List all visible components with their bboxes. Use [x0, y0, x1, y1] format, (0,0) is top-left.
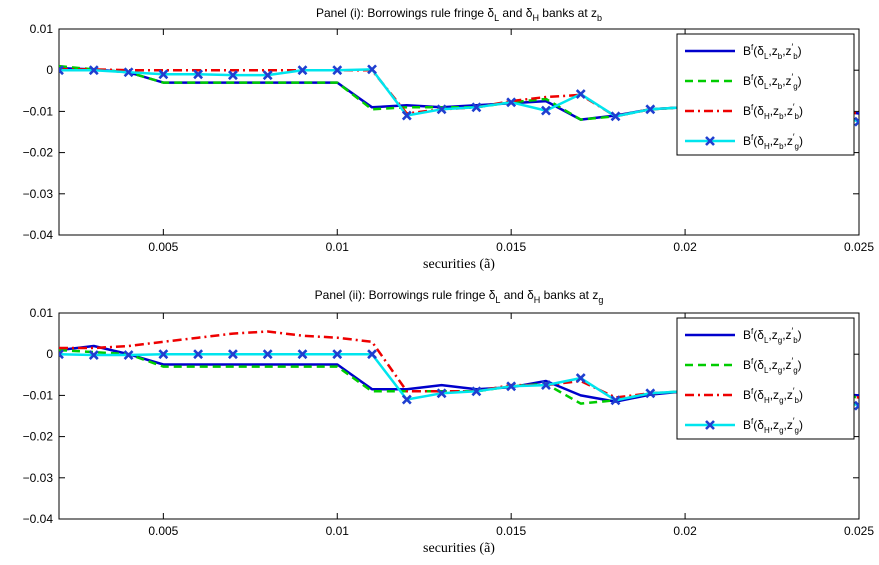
legend-box — [676, 317, 855, 440]
y-tick-label: −0.02 — [23, 146, 54, 160]
data-point — [88, 350, 99, 360]
legend-entry: Bf(δH,zg,z′b) — [743, 386, 803, 405]
data-point — [645, 104, 656, 115]
data-point — [332, 349, 343, 360]
y-tick-label: −0.02 — [23, 430, 54, 444]
y-tick-label: −0.03 — [23, 471, 54, 485]
data-point — [158, 69, 169, 80]
x-tick-label: 0.015 — [496, 524, 526, 538]
data-point — [332, 65, 343, 76]
data-point — [436, 388, 447, 399]
data-point — [193, 69, 204, 80]
x-tick-label: 0.025 — [844, 240, 874, 254]
y-tick-label: 0.01 — [30, 22, 54, 36]
y-tick-label: −0.04 — [23, 228, 54, 242]
data-point — [262, 70, 273, 81]
panel-2: Panel (ii): Borrowings rule fringe δL an… — [23, 288, 875, 556]
legend-marker — [705, 420, 715, 430]
legend-box — [676, 33, 855, 156]
legend-entry: Bf(δH,zb,z′b) — [743, 102, 803, 121]
x-tick-label: 0.01 — [326, 240, 350, 254]
plot-area — [58, 28, 860, 236]
chart-title: Panel (i): Borrowings rule fringe δL and… — [316, 6, 602, 23]
data-point — [854, 400, 859, 411]
data-point — [367, 64, 377, 75]
data-point — [227, 349, 238, 360]
data-point — [506, 381, 517, 392]
data-point — [541, 105, 551, 116]
data-point — [227, 70, 238, 81]
data-point — [575, 373, 586, 384]
data-point — [610, 111, 621, 122]
data-point — [401, 394, 412, 405]
data-point — [471, 102, 482, 113]
data-point — [541, 380, 551, 391]
panel-1: Panel (i): Borrowings rule fringe δL and… — [23, 6, 875, 272]
data-point — [59, 65, 64, 76]
y-tick-label: 0 — [46, 347, 53, 361]
data-point — [262, 349, 273, 360]
data-point — [471, 386, 482, 397]
x-tick-label: 0.02 — [673, 240, 697, 254]
data-point — [367, 349, 377, 360]
data-point — [123, 67, 134, 78]
chart-title: Panel (ii): Borrowings rule fringe δL an… — [315, 288, 604, 305]
data-point — [158, 349, 169, 360]
data-point — [506, 97, 517, 108]
x-tick-label: 0.005 — [148, 240, 178, 254]
legend-entry: Bf(δH,zg,z′g) — [743, 416, 803, 435]
y-tick-label: −0.04 — [23, 512, 54, 526]
y-tick-label: −0.01 — [23, 388, 54, 402]
x-axis-label: securities (ã) — [423, 541, 495, 556]
data-point — [401, 110, 412, 121]
data-point — [575, 89, 586, 100]
x-tick-label: 0.015 — [496, 240, 526, 254]
data-point — [123, 350, 134, 360]
x-tick-label: 0.01 — [326, 524, 350, 538]
data-point — [610, 395, 621, 406]
legend-entry: Bf(δL,zb,z′g) — [743, 72, 802, 91]
legend-entry: Bf(δH,zb,z′g) — [743, 132, 803, 151]
legend-entry: Bf(δL,zg,z′g) — [743, 356, 802, 375]
plot-area — [58, 312, 860, 520]
legend-entry: Bf(δL,zb,z′b) — [743, 42, 802, 61]
data-point — [297, 349, 308, 360]
data-point — [88, 65, 99, 76]
data-point — [645, 388, 656, 399]
data-point — [193, 349, 204, 360]
legend: Bf(δL,zb,z′b) Bf(δL,zb,z′g) Bf(δH,zb,z′b) B… — [676, 33, 855, 156]
x-tick-label: 0.025 — [844, 524, 874, 538]
data-point — [854, 116, 859, 127]
y-tick-label: 0.01 — [30, 306, 54, 320]
x-tick-label: 0.005 — [148, 524, 178, 538]
y-tick-label: −0.03 — [23, 187, 54, 201]
legend-marker — [705, 136, 715, 146]
data-point — [436, 104, 447, 115]
legend: Bf(δL,zg,z′b) Bf(δL,zg,z′g) Bf(δH,zg,z′b) B… — [676, 317, 855, 440]
x-tick-label: 0.02 — [673, 524, 697, 538]
legend-entry: Bf(δL,zg,z′b) — [743, 326, 802, 345]
data-point — [59, 349, 64, 360]
data-point — [297, 65, 308, 76]
x-axis-label: securities (ã) — [423, 257, 495, 272]
y-tick-label: 0 — [46, 63, 53, 77]
y-tick-label: −0.01 — [23, 104, 54, 118]
